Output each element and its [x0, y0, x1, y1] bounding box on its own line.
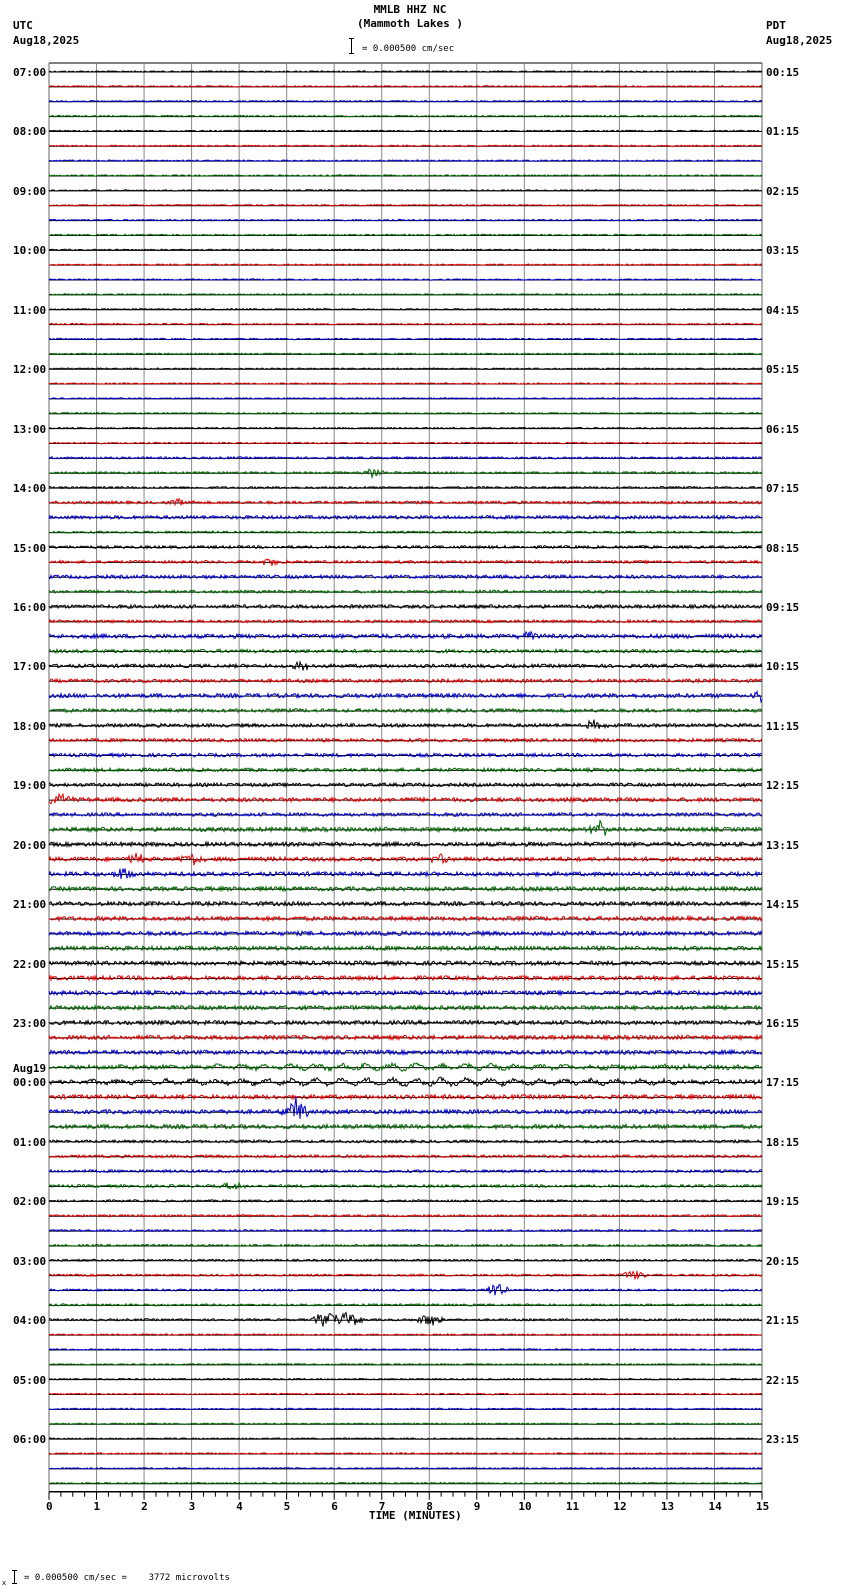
- utc-hour-label: 20:00: [13, 838, 47, 852]
- utc-hour-label: 05:00: [13, 1373, 47, 1387]
- scale-label: = 0.000500 cm/sec: [362, 44, 455, 54]
- footer-scale-prefix: x: [2, 1579, 7, 1587]
- pdt-hour-label: 01:15: [766, 125, 800, 139]
- x-tick-label: 11: [565, 1499, 580, 1513]
- pdt-hour-label: 11:15: [766, 719, 800, 733]
- station-code: MMLB HHZ NC: [373, 3, 447, 16]
- utc-hour-label: 02:00: [13, 1195, 47, 1209]
- seismogram-plot: [48, 62, 763, 1500]
- utc-hour-label: 10:00: [13, 244, 47, 258]
- utc-hour-label: 07:00: [13, 66, 47, 79]
- station-title: MMLB HHZ NC (Mammoth Lakes ): [300, 3, 520, 31]
- right-date: Aug18,2025: [766, 34, 833, 47]
- left-timezone: UTC: [13, 19, 33, 32]
- x-tick-label: 5: [283, 1499, 291, 1513]
- x-tick-label: 8: [426, 1499, 433, 1513]
- x-tick-label: 4: [236, 1499, 243, 1513]
- utc-hour-label: 14:00: [13, 482, 47, 496]
- footer-scale-bar-icon: [12, 1569, 17, 1584]
- utc-hour-label: 17:00: [13, 660, 47, 674]
- utc-hour-label: 13:00: [13, 422, 47, 436]
- x-tick-label: 12: [613, 1499, 627, 1513]
- pdt-hour-label: 10:15: [766, 660, 800, 674]
- x-tick-label: 15: [756, 1499, 770, 1513]
- pdt-hour-label: 06:15: [766, 422, 800, 436]
- utc-hour-label: 11:00: [13, 303, 47, 317]
- x-tick-label: 0: [46, 1499, 53, 1513]
- station-location: (Mammoth Lakes ): [357, 17, 463, 30]
- pdt-hour-label: 03:15: [766, 244, 800, 258]
- pdt-hour-label: 18:15: [766, 1135, 800, 1149]
- pdt-hour-label: 19:15: [766, 1195, 800, 1209]
- x-tick-label: 1: [93, 1499, 101, 1513]
- utc-hour-label: 09:00: [13, 184, 47, 198]
- utc-hour-label: 01:00: [13, 1135, 47, 1149]
- x-tick-label: 6: [331, 1499, 338, 1513]
- utc-hour-label: 06:00: [13, 1433, 47, 1447]
- utc-hour-label: 03:00: [13, 1254, 47, 1268]
- utc-hour-label: 19:00: [13, 779, 47, 793]
- pdt-hour-label: 14:15: [766, 898, 800, 912]
- pdt-hour-label: 20:15: [766, 1254, 800, 1268]
- pdt-hour-label: 09:15: [766, 600, 800, 614]
- footer-scale-note: = 0.000500 cm/sec = 3772 microvolts: [24, 1573, 230, 1583]
- pdt-hour-label: 15:15: [766, 957, 800, 971]
- utc-hour-label: 12:00: [13, 363, 47, 377]
- pdt-hour-label: 00:15: [766, 66, 800, 79]
- pdt-hour-label: 17:15: [766, 1076, 800, 1090]
- x-tick-label: 3: [188, 1499, 196, 1513]
- utc-hour-label: 00:00: [13, 1076, 47, 1090]
- scale-bar-icon: [349, 38, 354, 54]
- pdt-hour-label: 08:15: [766, 541, 800, 555]
- left-date: Aug18,2025: [13, 34, 80, 47]
- x-tick-label: 2: [141, 1499, 148, 1513]
- utc-hour-label: 16:00: [13, 600, 47, 614]
- pdt-hour-label: 21:15: [766, 1314, 800, 1328]
- pdt-hour-label: 07:15: [766, 482, 800, 496]
- x-tick-label: 10: [518, 1499, 532, 1513]
- pdt-hour-label: 13:15: [766, 838, 800, 852]
- utc-hour-label: 23:00: [13, 1017, 47, 1031]
- pdt-hour-label: 16:15: [766, 1017, 800, 1031]
- pdt-hour-label: 12:15: [766, 779, 800, 793]
- right-timezone: PDT: [766, 19, 786, 32]
- utc-hour-label: 15:00: [13, 541, 47, 555]
- pdt-hour-label: 04:15: [766, 303, 800, 317]
- x-tick-label: 13: [660, 1499, 675, 1513]
- utc-hour-label: 08:00: [13, 125, 47, 139]
- x-axis-title: TIME (MINUTES): [369, 1509, 462, 1522]
- date-change-label: Aug19: [13, 1062, 47, 1076]
- x-tick-label: 7: [378, 1499, 386, 1513]
- utc-hour-label: 21:00: [13, 898, 47, 912]
- pdt-hour-label: 23:15: [766, 1433, 800, 1447]
- utc-hour-label: 18:00: [13, 719, 47, 733]
- utc-hour-label: 04:00: [13, 1314, 47, 1328]
- pdt-hour-label: 02:15: [766, 184, 800, 198]
- x-tick-label: 14: [708, 1499, 722, 1513]
- pdt-hour-label: 22:15: [766, 1373, 800, 1387]
- utc-hour-label: 22:00: [13, 957, 47, 971]
- pdt-hour-label: 05:15: [766, 363, 800, 377]
- x-tick-label: 9: [473, 1499, 481, 1513]
